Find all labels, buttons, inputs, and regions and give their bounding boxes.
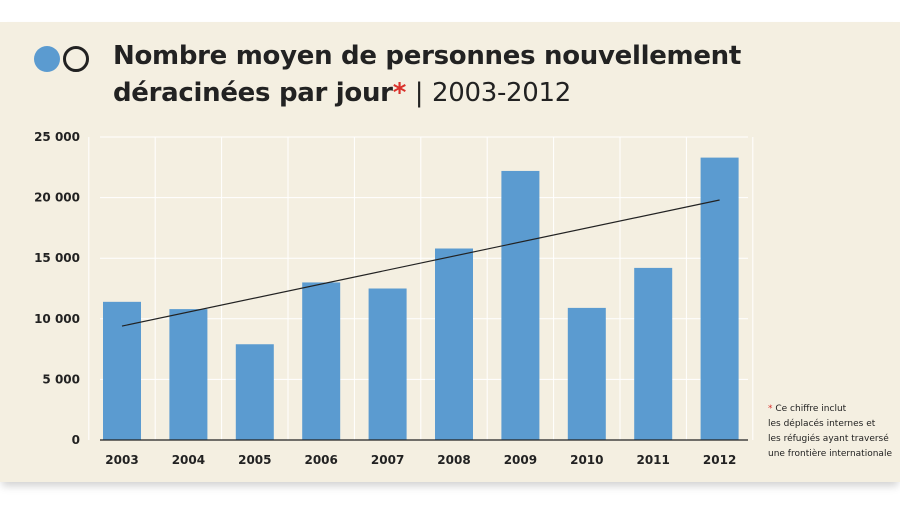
x-tick-label: 2007 [371, 453, 404, 467]
circles-logo-icon [34, 46, 89, 72]
y-tick-label: 20 000 [34, 191, 80, 205]
footnote-line-1: * Ce chiffre inclut [768, 402, 900, 417]
x-tick-label: 2009 [504, 453, 537, 467]
bar-2009 [501, 170, 540, 440]
x-tick-label: 2003 [105, 453, 138, 467]
x-tick-label: 2004 [172, 453, 205, 467]
y-axis-ticks: 0 5 000 10 000 15 000 20 000 25 000 [34, 130, 80, 447]
chart-title-line1: Nombre moyen de personnes nouvellement [113, 41, 741, 71]
trend-line [121, 199, 720, 327]
chart-title-line2: déracinées par jour* | 2003-2012 [113, 75, 741, 112]
x-tick-label: 2011 [636, 453, 669, 467]
footnote-line-3: les réfugiés ayant traversé [768, 434, 889, 444]
y-tick-label: 0 [72, 433, 80, 447]
footnote: * Ce chiffre inclut les déplacés interne… [768, 402, 900, 462]
bar-2008 [435, 248, 473, 440]
bar-2006 [302, 282, 341, 440]
y-tick-label: 15 000 [34, 251, 80, 265]
bars [103, 157, 739, 440]
bar-2012 [700, 157, 739, 440]
footnote-line-2: les déplacés internes et [768, 419, 876, 429]
x-tick-label: 2010 [570, 453, 603, 467]
footnote-asterisk: * [768, 404, 773, 414]
bar-2004 [169, 309, 208, 440]
bar-2010 [567, 307, 606, 440]
x-tick-label: 2008 [437, 453, 470, 467]
bar-2005 [235, 344, 274, 440]
x-tick-label: 2012 [703, 453, 736, 467]
x-axis-ticks: 2003 2004 2005 2006 2007 2008 2009 2010 2011 2012 [105, 453, 736, 467]
chart-subtitle-period: 2003-2012 [431, 78, 572, 108]
x-tick-label: 2006 [304, 453, 337, 467]
y-tick-label: 5 000 [42, 372, 80, 386]
chart-title: Nombre moyen de personnes nouvellement d… [113, 38, 741, 112]
footnote-text-1: Ce chiffre inclut [775, 404, 847, 414]
chart-title-main: déracinées par jour [113, 78, 393, 108]
y-tick-label: 25 000 [34, 130, 80, 144]
x-tick-label: 2005 [238, 453, 271, 467]
title-separator: | [414, 78, 424, 108]
bar-2007 [368, 288, 407, 440]
y-tick-label: 10 000 [34, 312, 80, 326]
bar-2003 [103, 301, 141, 440]
trend [100, 199, 748, 441]
title-asterisk: * [392, 78, 407, 108]
footnote-line-4: une frontière internationale [768, 449, 892, 459]
bar-2011 [634, 267, 673, 440]
